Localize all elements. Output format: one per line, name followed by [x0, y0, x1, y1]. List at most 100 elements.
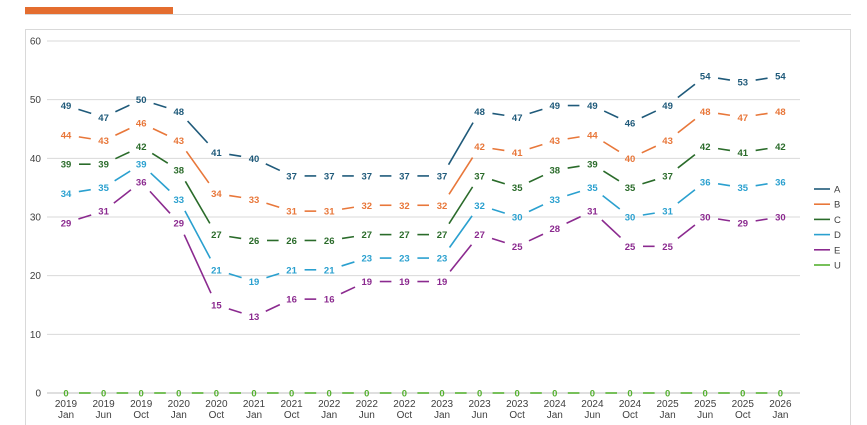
- series-B-segment: [717, 112, 731, 117]
- data-label-U: 0: [101, 389, 106, 400]
- data-label-A: 47: [512, 113, 523, 124]
- data-label-B: 43: [550, 136, 561, 147]
- data-label-C: 35: [512, 183, 523, 194]
- data-label-A: 50: [136, 95, 147, 106]
- data-label-B: 44: [61, 130, 72, 141]
- data-label-C: 37: [474, 171, 485, 182]
- data-label-U: 0: [552, 389, 557, 400]
- x-tick-label-year: 2022: [393, 399, 416, 410]
- series-D-segment: [341, 261, 355, 267]
- x-tick-label-year: 2025: [694, 399, 717, 410]
- grid-lines: [47, 40, 800, 394]
- series-B-segment: [115, 127, 130, 136]
- data-label-A: 46: [625, 119, 636, 130]
- data-label-C: 37: [662, 171, 673, 182]
- series-A-segment: [641, 110, 657, 119]
- series-D-segment: [528, 204, 544, 213]
- data-label-E: 15: [211, 301, 222, 312]
- data-label-E: 29: [174, 218, 185, 229]
- data-label-C: 39: [98, 160, 109, 171]
- data-label-D: 19: [249, 277, 260, 288]
- data-label-U: 0: [214, 389, 219, 400]
- series-E-segment: [717, 218, 731, 222]
- series-E-segment: [755, 218, 768, 222]
- series-E-segment: [566, 215, 581, 224]
- legend-label-D: D: [834, 230, 841, 241]
- series-B-segment: [152, 127, 168, 136]
- series-E-segment: [113, 189, 132, 204]
- series-C-segment: [677, 153, 696, 169]
- x-tick-label-month: Oct: [133, 410, 149, 421]
- series-C-segment: [184, 180, 211, 224]
- data-label-C: 27: [399, 230, 410, 241]
- data-label-A: 49: [662, 101, 673, 112]
- series-A-segment: [265, 163, 281, 172]
- y-tick-label: 0: [35, 389, 41, 400]
- data-label-E: 31: [587, 207, 598, 218]
- data-label-U: 0: [63, 389, 68, 400]
- data-label-D: 21: [286, 265, 297, 276]
- x-tick-label-month: Jun: [584, 410, 600, 421]
- series-C-segment: [717, 147, 731, 152]
- data-label-C: 42: [136, 142, 147, 153]
- series-D-segment: [184, 210, 211, 259]
- series-A-segment: [186, 120, 209, 144]
- x-axis: 2019Jan2019Jun2019Oct2020Jan2020Oct2021J…: [55, 399, 792, 421]
- data-label-C: 27: [362, 230, 373, 241]
- series-B-segment: [448, 157, 474, 195]
- series-D-segment: [642, 212, 655, 216]
- series-E-segment: [78, 214, 92, 220]
- data-label-C: 27: [211, 230, 222, 241]
- x-tick-label-year: 2019: [55, 399, 78, 410]
- data-label-C: 38: [550, 166, 561, 177]
- series-D-segment: [717, 183, 731, 187]
- y-tick-label: 20: [30, 271, 42, 282]
- y-tick-label: 40: [30, 154, 42, 165]
- data-label-A: 54: [700, 72, 711, 83]
- x-tick-label-month: Jan: [547, 410, 563, 421]
- x-tick-label-year: 2019: [92, 399, 115, 410]
- data-label-A: 48: [474, 107, 485, 118]
- series-D-segment: [566, 190, 581, 197]
- x-tick-label-month: Oct: [209, 410, 225, 421]
- data-label-B: 31: [324, 207, 335, 218]
- data-label-C: 42: [775, 142, 786, 153]
- data-label-E: 27: [474, 230, 485, 241]
- series-C-segment: [115, 151, 130, 160]
- data-label-B: 43: [662, 136, 673, 147]
- series-C-segment: [567, 165, 580, 169]
- data-label-D: 34: [61, 189, 72, 200]
- data-label-B: 48: [700, 107, 711, 118]
- legend-label-E: E: [834, 245, 840, 256]
- series-A-segment: [229, 153, 242, 158]
- x-tick-label-year: 2020: [168, 399, 191, 410]
- data-label-C: 26: [324, 236, 335, 247]
- series-D-segment: [677, 189, 696, 204]
- data-label-B: 42: [474, 142, 485, 153]
- series-E-segment: [340, 286, 356, 295]
- series-B-segment: [529, 143, 543, 150]
- data-label-A: 37: [437, 171, 448, 182]
- data-label-U: 0: [778, 389, 783, 400]
- series-A-segment: [755, 77, 768, 81]
- series-D-segment: [491, 208, 506, 214]
- x-tick-label-month: Jan: [772, 410, 788, 421]
- x-tick-label-month: Jun: [359, 410, 375, 421]
- data-label-E: 29: [61, 218, 72, 229]
- x-tick-label-month: Jan: [171, 410, 187, 421]
- series-B-segment: [492, 147, 505, 152]
- x-tick-label-year: 2022: [318, 399, 341, 410]
- data-label-A: 40: [249, 154, 260, 165]
- series-C-segment: [491, 179, 506, 185]
- x-tick-label-month: Oct: [735, 410, 751, 421]
- data-label-E: 25: [662, 242, 673, 253]
- data-label-D: 33: [174, 195, 185, 206]
- x-tick-label-year: 2026: [769, 399, 792, 410]
- data-label-A: 37: [362, 171, 373, 182]
- series-A-segment: [78, 108, 92, 115]
- data-label-D: 30: [512, 213, 523, 224]
- data-label-D: 30: [625, 213, 636, 224]
- series-E-segment: [265, 303, 281, 312]
- series-A-segment: [717, 77, 731, 81]
